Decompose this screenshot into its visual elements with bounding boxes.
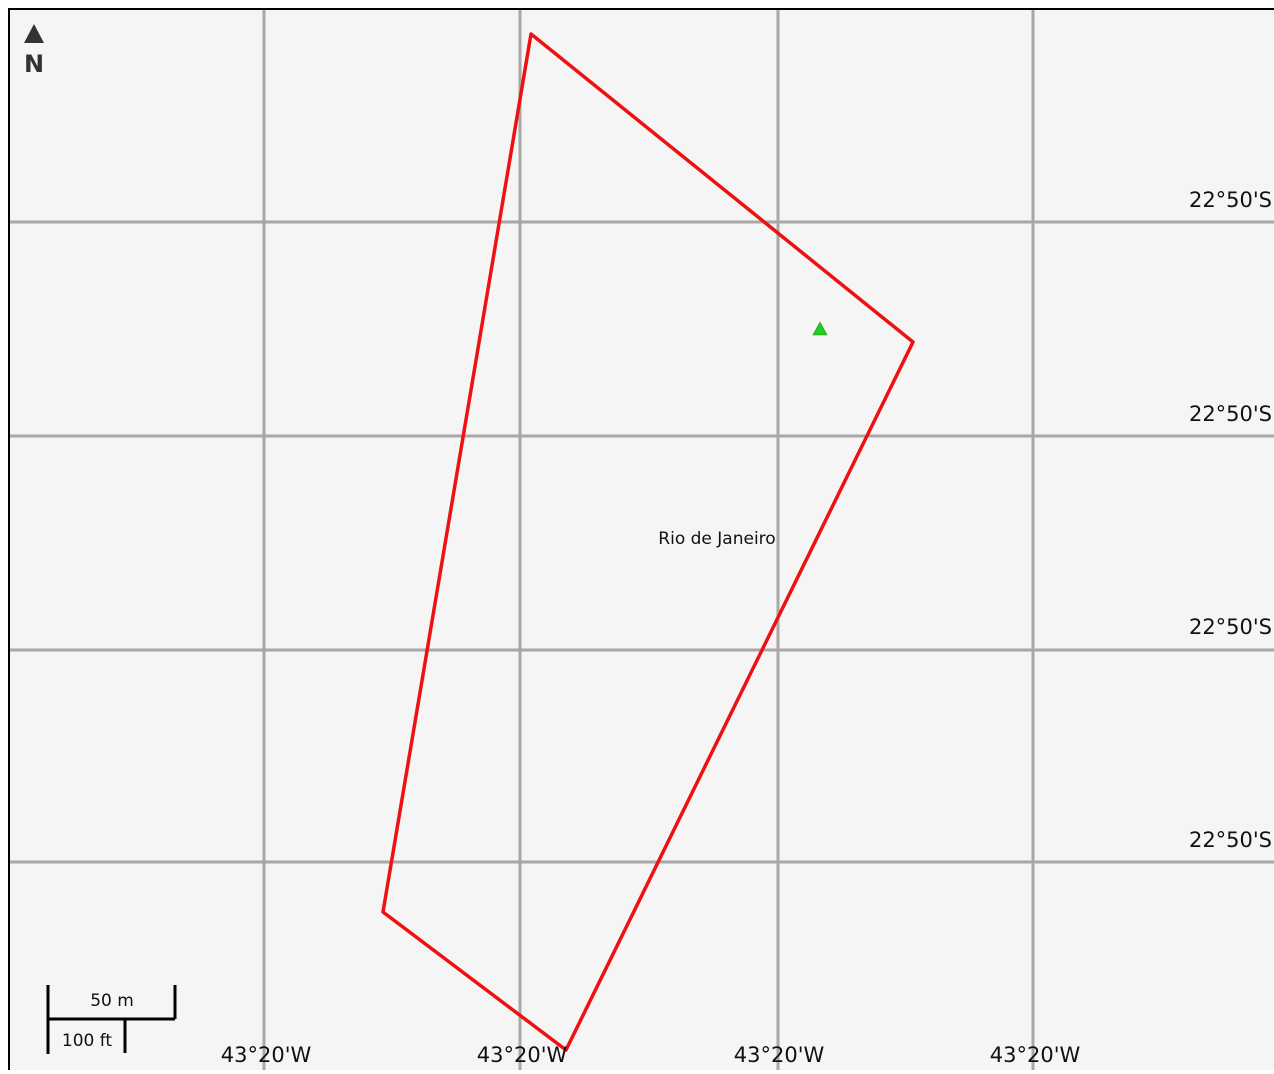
latitude-label: 22°50'S — [1189, 615, 1272, 639]
longitude-label: 43°20'W — [990, 1043, 1081, 1067]
place-label: Rio de Janeiro — [658, 529, 775, 549]
longitude-label: 43°20'W — [477, 1043, 568, 1067]
north-arrow-label: N — [24, 50, 44, 78]
longitude-label: 43°20'W — [221, 1043, 312, 1067]
scale-bar-metric-label: 50 m — [90, 991, 134, 1011]
latitude-labels: 22°50'S 22°50'S 22°50'S 22°50'S — [1189, 188, 1272, 852]
north-arrow-icon — [24, 24, 44, 43]
longitude-labels: 43°20'W 43°20'W 43°20'W 43°20'W — [221, 1043, 1081, 1067]
scale-bar — [46, 985, 177, 1054]
north-arrow: N — [24, 24, 44, 78]
area-boundary-polygon[interactable] — [381, 32, 915, 1052]
longitude-label: 43°20'W — [734, 1043, 825, 1067]
latitude-label: 22°50'S — [1189, 188, 1272, 212]
latitude-label: 22°50'S — [1189, 828, 1272, 852]
map-frame-border — [8, 8, 1274, 1074]
map-background — [9, 9, 1274, 1070]
graticule — [9, 9, 1274, 1070]
scale-bar-imperial-label: 100 ft — [62, 1031, 113, 1051]
latitude-label: 22°50'S — [1189, 402, 1272, 426]
location-marker-icon[interactable] — [812, 321, 828, 336]
